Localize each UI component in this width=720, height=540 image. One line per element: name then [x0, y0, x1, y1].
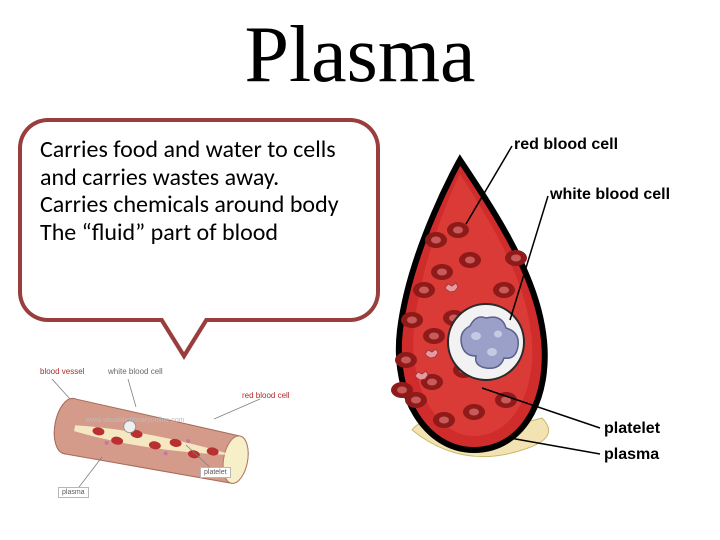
label-red-blood-cell: red blood cell	[514, 136, 618, 154]
callout-line: Carries chemicals around body	[40, 191, 358, 219]
vessel-label-rbc: red blood cell	[242, 391, 290, 400]
label-platelet: platelet	[604, 420, 660, 438]
callout-line: Carries food and water to cells	[40, 136, 358, 164]
description-text: Carries food and water to cells and carr…	[22, 122, 376, 318]
label-plasma: plasma	[604, 446, 659, 464]
description-callout: Carries food and water to cells and carr…	[18, 118, 380, 322]
callout-line: The “fluid” part of blood	[40, 219, 358, 247]
vessel-label-blood-vessel: blood vessel	[40, 367, 84, 376]
blood-vessel-diagram: blood vessel white blood cell red blood …	[36, 365, 316, 515]
callout-line: and carries wastes away.	[40, 164, 358, 192]
vessel-label-wbc: white blood cell	[108, 367, 163, 376]
page-title: Plasma	[0, 10, 720, 101]
blood-drop-diagram: red blood cell white blood cell platelet…	[382, 130, 712, 510]
vessel-label-plasma: plasma	[58, 487, 89, 498]
watermark-text: www.visualdictionaryonline.com	[86, 417, 184, 424]
label-white-blood-cell: white blood cell	[550, 186, 670, 204]
vessel-label-platelet: platelet	[200, 467, 231, 478]
white-blood-cell	[448, 304, 524, 380]
